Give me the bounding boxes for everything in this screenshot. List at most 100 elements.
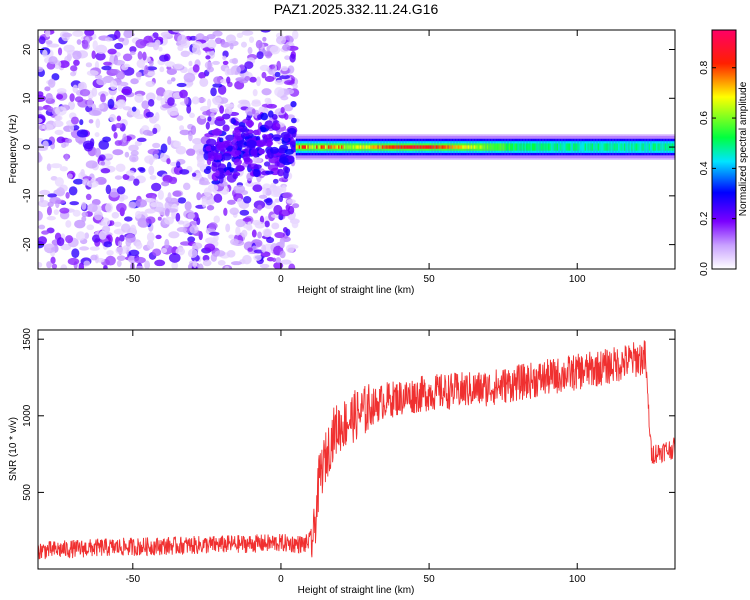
spectrogram-cell [228,234,235,239]
spectrogram-cell [280,259,292,265]
signal-band-cell [588,145,592,149]
signal-band-cell [581,145,584,149]
spectrogram-cell [238,99,250,105]
spectrogram-cell [227,199,236,205]
spectrogram-cell [287,127,297,134]
signal-band-cell [623,145,627,149]
spectrogram-cell [211,96,222,104]
signal-band-cell [336,145,339,149]
signal-band-cell [642,145,645,149]
spectrogram-cell [72,209,81,217]
spectrogram-cell [205,121,210,130]
spectrogram-cell [291,117,297,124]
spectrogram-cell [155,87,166,97]
signal-band-cell [308,145,311,149]
spectrogram-cell [144,260,151,269]
spectrogram-cell [261,244,267,253]
signal-band-cell [580,145,583,149]
signal-band-cell [314,145,317,149]
signal-band-cell [441,145,444,149]
spectrogram-cell [225,134,235,142]
spectrogram-cell [230,261,243,266]
spectrogram-cell [154,111,160,122]
spectrogram-cell [255,139,267,148]
x-tick-label: -50 [126,574,141,585]
spectrogram-cell [38,106,45,111]
signal-band-cell [343,145,346,149]
spectrogram-cell [55,187,65,197]
spectrogram-cell [65,138,73,144]
signal-band-cell [402,145,405,149]
spectrogram-cell [42,140,49,150]
spectrogram-cell [199,77,209,88]
spectrogram-cell [189,35,198,41]
spectrogram-cell [211,128,223,136]
spectrogram-cell [280,131,290,140]
signal-band-cell [329,145,332,149]
spectrogram-cell [98,139,110,150]
spectrogram-cell [225,169,231,176]
spectrogram-cell [252,184,263,192]
signal-band-cell [327,145,330,149]
spectrogram-cell [116,115,122,122]
spectrogram-cell [179,129,191,136]
spectrogram-cell [53,209,59,215]
spectrogram-cell [269,45,281,55]
spectrogram-cell [226,76,231,84]
spectrogram-cell [147,148,160,155]
spectrogram-cell [256,51,264,60]
spectrogram-cell [175,212,181,222]
spectrogram-cell [239,209,250,216]
spectrogram-cell [242,217,252,222]
spectrogram-cell [160,97,166,106]
spectrogram-cell [69,93,75,102]
spectrogram-cell [166,68,177,75]
spectrogram-cell [260,251,271,258]
signal-band-cell [637,145,640,149]
signal-band-cell [438,145,441,149]
spectrogram-cell [230,238,239,246]
spectrogram-cell [38,236,47,245]
spectrogram-cell [79,246,90,251]
signal-band-cell [460,145,463,149]
signal-band-cell [383,145,386,149]
spectrogram-cell [205,145,213,152]
signal-band-cell [575,145,578,149]
spectrogram-cell [145,80,156,88]
snr-frame [37,329,676,570]
spectrogram-cell [184,96,189,105]
signal-band-cell [472,145,475,149]
spectrogram-cell [282,44,291,52]
signal-band-cell [591,145,594,149]
signal-band-cell [565,145,568,149]
spectrogram-cell [191,96,200,105]
spectrogram-cell [121,223,131,233]
spectrogram-cell [148,98,155,107]
spectrogram-cell [107,98,115,109]
spectrogram-cell [172,190,182,197]
spectrogram-cell [63,44,75,53]
x-tick-label: 100 [569,274,586,285]
spectrogram-cell [187,236,196,243]
signal-band-cell [587,145,590,149]
spectrogram-cell [133,178,140,186]
signal-band-cell [469,145,472,149]
signal-band-cell [450,145,453,149]
signal-band-cell [392,145,395,149]
spectrogram-cell [91,234,101,243]
spectrogram-cell [144,64,149,75]
spectrogram-cell [121,88,131,94]
spectrogram-cell [247,221,252,230]
spectrogram-cell [173,140,182,148]
spectrogram-cell [277,168,285,177]
spectrogram-cell [179,169,190,175]
spectrogram-cell [249,36,255,43]
spectrogram-cell [282,192,293,199]
spectrogram-cell [263,229,271,238]
signal-band-cell [367,145,370,149]
spectrogram-cell [166,158,171,165]
spectrogram-cell [213,76,223,84]
signal-band-cell [629,145,632,149]
spectrogram-cell [222,55,227,61]
signal-band-cell [644,145,647,149]
